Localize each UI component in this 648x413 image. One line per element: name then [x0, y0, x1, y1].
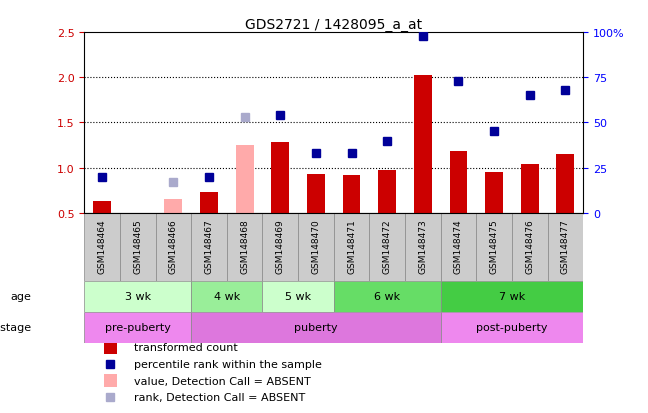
Bar	[441, 312, 583, 343]
Text: development stage: development stage	[0, 322, 31, 332]
Text: GSM148469: GSM148469	[276, 218, 284, 273]
Text: GSM148472: GSM148472	[383, 218, 391, 273]
Bar	[521, 165, 538, 213]
Bar	[120, 213, 156, 281]
Text: percentile rank within the sample: percentile rank within the sample	[134, 359, 322, 369]
Text: 3 wk: 3 wk	[124, 291, 151, 301]
Bar	[104, 340, 117, 354]
Bar	[441, 213, 476, 281]
Text: GSM148476: GSM148476	[526, 218, 534, 273]
Bar	[236, 146, 253, 213]
Text: GSM148466: GSM148466	[169, 218, 178, 273]
Bar	[191, 213, 227, 281]
Bar	[450, 152, 467, 213]
Text: GSM148467: GSM148467	[205, 218, 213, 273]
Text: GSM148475: GSM148475	[490, 218, 498, 273]
Bar	[378, 171, 396, 213]
Bar	[84, 312, 191, 343]
Bar	[272, 143, 289, 213]
Text: 4 wk: 4 wk	[214, 291, 240, 301]
Bar	[414, 76, 432, 213]
Text: 5 wk: 5 wk	[285, 291, 311, 301]
Text: value, Detection Call = ABSENT: value, Detection Call = ABSENT	[134, 375, 311, 386]
Text: 6 wk: 6 wk	[374, 291, 400, 301]
Bar	[262, 281, 334, 312]
Bar	[93, 202, 111, 213]
Bar	[369, 213, 405, 281]
Bar	[334, 281, 441, 312]
Bar	[405, 213, 441, 281]
Bar	[334, 213, 369, 281]
Text: GSM148474: GSM148474	[454, 218, 463, 273]
Text: GSM148465: GSM148465	[133, 218, 142, 273]
Bar	[104, 374, 117, 387]
Bar	[307, 175, 325, 213]
Text: GSM148468: GSM148468	[240, 218, 249, 273]
Bar	[485, 173, 503, 213]
Bar	[262, 213, 298, 281]
Text: pre-puberty: pre-puberty	[105, 322, 170, 332]
Text: GSM148473: GSM148473	[419, 218, 427, 273]
Text: GSM148477: GSM148477	[561, 218, 570, 273]
Text: puberty: puberty	[294, 322, 338, 332]
Bar	[84, 213, 120, 281]
Bar	[200, 192, 218, 213]
Text: rank, Detection Call = ABSENT: rank, Detection Call = ABSENT	[134, 392, 305, 402]
Bar	[548, 213, 583, 281]
Bar	[476, 213, 512, 281]
Title: GDS2721 / 1428095_a_at: GDS2721 / 1428095_a_at	[245, 18, 422, 32]
Text: transformed count: transformed count	[134, 342, 238, 352]
Text: GSM148470: GSM148470	[312, 218, 320, 273]
Bar	[557, 155, 574, 213]
Bar	[191, 312, 441, 343]
Text: age: age	[10, 291, 31, 301]
Text: GSM148471: GSM148471	[347, 218, 356, 273]
Text: post-puberty: post-puberty	[476, 322, 548, 332]
Bar	[84, 281, 191, 312]
Bar	[441, 281, 583, 312]
Bar	[227, 213, 262, 281]
Bar	[165, 200, 182, 213]
Bar	[156, 213, 191, 281]
Text: GSM148464: GSM148464	[98, 218, 106, 273]
Bar	[298, 213, 334, 281]
Bar	[191, 281, 262, 312]
Text: 7 wk: 7 wk	[499, 291, 525, 301]
Bar	[512, 213, 548, 281]
Bar	[343, 176, 360, 213]
